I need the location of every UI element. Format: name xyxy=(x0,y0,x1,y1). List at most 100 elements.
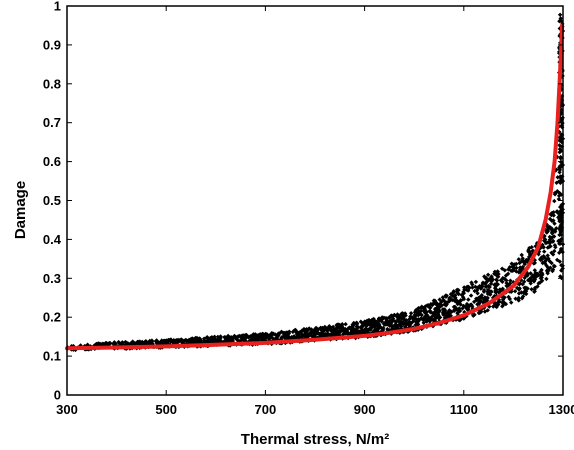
scatter-point xyxy=(425,303,430,308)
scatter-point xyxy=(423,314,428,319)
scatter-point xyxy=(379,325,384,331)
scatter-point xyxy=(190,336,195,341)
y-tick-label: 0.3 xyxy=(43,271,61,286)
scatter-point xyxy=(284,332,290,338)
scatter-point xyxy=(557,150,562,155)
scatter-point xyxy=(547,234,552,240)
scatter-point xyxy=(439,299,444,305)
y-tick-label: 0.7 xyxy=(43,115,61,130)
scatter-point xyxy=(558,164,563,170)
scatter-point xyxy=(547,216,553,222)
scatter-point xyxy=(509,300,514,305)
scatter-point xyxy=(520,256,525,261)
scatter-point xyxy=(541,245,546,250)
scatter-point xyxy=(505,271,511,276)
scatter-point xyxy=(559,107,564,113)
scatter-point xyxy=(442,299,448,304)
scatter-point xyxy=(394,319,399,325)
scatter-point xyxy=(559,202,564,208)
scatter-point xyxy=(411,318,416,324)
scatter-point xyxy=(343,322,348,327)
scatter-point xyxy=(475,286,481,291)
scatter-point xyxy=(487,284,492,290)
scatter-point xyxy=(301,327,306,333)
scatter-point xyxy=(522,261,527,267)
scatter-point xyxy=(547,259,552,264)
scatter-point xyxy=(463,304,468,310)
scatter-point xyxy=(548,226,554,231)
scatter-point xyxy=(558,229,563,235)
scatter-point xyxy=(384,321,389,326)
scatter-point xyxy=(504,280,509,286)
scatter-point xyxy=(326,331,331,337)
scatter-point xyxy=(555,210,560,215)
axis-ticks: 300 500 700 900 1100 1300 0 0.1 0.2 0.3 0.4 0.5 0.6 0… xyxy=(43,0,574,417)
scatter-point xyxy=(543,240,549,246)
scatter-point xyxy=(376,321,381,327)
scatter-point xyxy=(215,340,220,345)
scatter-point xyxy=(327,324,332,329)
scatter-point xyxy=(466,288,471,293)
scatter-point xyxy=(529,287,534,292)
scatter-point xyxy=(451,308,457,314)
scatter-point xyxy=(559,110,564,116)
scatter-point xyxy=(415,322,421,327)
scatter-point xyxy=(531,279,537,284)
scatter-point xyxy=(525,273,530,278)
scatter-point xyxy=(559,192,564,197)
x-tick-label: 1100 xyxy=(450,402,478,417)
scatter-point xyxy=(334,326,339,331)
scatter-point xyxy=(532,277,538,282)
scatter-point xyxy=(553,245,558,250)
scatter-point xyxy=(556,193,562,198)
scatter-point xyxy=(447,297,452,302)
scatter-point xyxy=(488,281,494,286)
scatter-point xyxy=(557,259,562,264)
scatter-point xyxy=(538,269,543,275)
scatter-point xyxy=(519,252,524,258)
scatter-point xyxy=(303,334,308,339)
scatter-point xyxy=(409,315,415,320)
y-tick-label: 0.1 xyxy=(43,349,61,364)
scatter-point xyxy=(559,263,564,268)
scatter-point xyxy=(540,260,545,266)
scatter-point xyxy=(248,334,253,339)
scatter-point xyxy=(522,279,527,284)
scatter-point xyxy=(215,336,220,342)
scatter-point xyxy=(443,293,448,298)
scatter-point xyxy=(367,326,372,332)
scatter-point xyxy=(381,315,387,320)
scatter-point xyxy=(193,339,198,344)
scatter-point xyxy=(555,175,560,180)
scatter-point xyxy=(361,322,366,327)
scatter-point xyxy=(512,262,517,267)
scatter-point xyxy=(495,269,500,274)
scatter-point xyxy=(459,292,465,298)
scatter-point xyxy=(512,266,517,271)
scatter-point xyxy=(399,320,405,326)
scatter-point xyxy=(455,290,460,296)
scatter-point xyxy=(107,341,113,346)
scatter-point xyxy=(97,341,103,346)
scatter-point xyxy=(481,287,487,293)
y-tick-label: 1 xyxy=(54,0,61,14)
scatter-point xyxy=(509,289,514,294)
scatter-point xyxy=(471,313,476,318)
scatter-point xyxy=(181,338,187,343)
scatter-point xyxy=(466,297,471,302)
scatter-point xyxy=(487,289,493,294)
scatter-point xyxy=(458,298,463,303)
scatter-point xyxy=(166,338,171,343)
scatter-point xyxy=(290,329,296,335)
scatter-point xyxy=(543,237,548,242)
scatter-point xyxy=(453,299,459,304)
scatter-point xyxy=(511,268,516,273)
scatter-point xyxy=(545,265,551,270)
scatter-point xyxy=(552,198,557,204)
scatter-point xyxy=(553,229,558,234)
scatter-point xyxy=(396,322,402,327)
scatter-point xyxy=(539,278,545,283)
scatter-point xyxy=(423,311,428,316)
scatter-point xyxy=(522,275,527,280)
scatter-point xyxy=(124,341,129,346)
